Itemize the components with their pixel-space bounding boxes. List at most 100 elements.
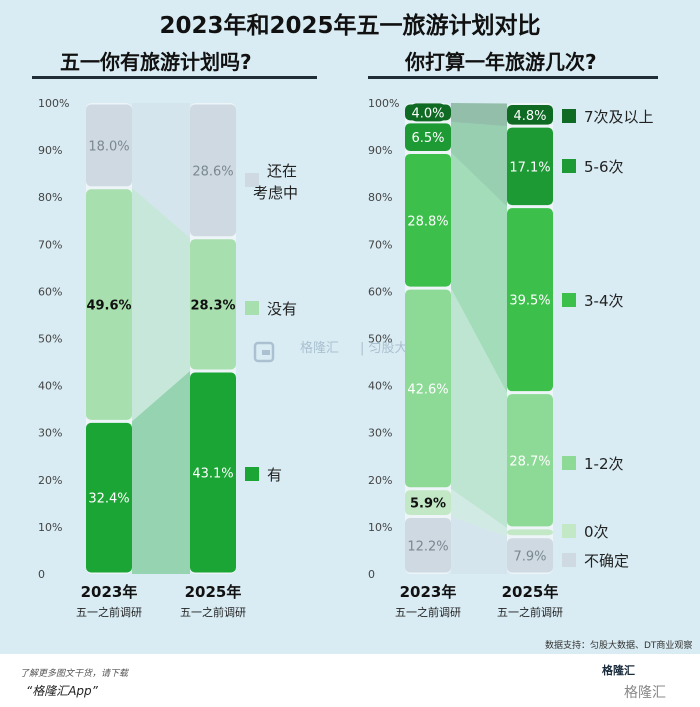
- footer-strip: [0, 654, 700, 707]
- left-ytick-label: 10%: [38, 521, 62, 534]
- left-legend-label: 没有: [267, 300, 297, 318]
- right-category-label: 2023年: [400, 583, 457, 601]
- right-category-sublabel: 五一之前调研: [395, 605, 461, 619]
- left-category-sublabel: 五一之前调研: [180, 605, 246, 619]
- right-ytick-label: 0: [368, 568, 375, 581]
- right-connector-3: [451, 288, 507, 528]
- right-legend-label: 7次及以上: [584, 108, 654, 126]
- right-ytick-label: 40%: [368, 380, 392, 393]
- left-data-label: 32.4%: [88, 492, 129, 507]
- right-connector-2: [451, 488, 507, 537]
- right-legend-swatch: [562, 293, 576, 307]
- right-bar-segment: [507, 394, 553, 527]
- right-bar-segment: [507, 538, 553, 573]
- right-ytick-label: 90%: [368, 144, 392, 157]
- right-ytick-label: 100%: [368, 97, 399, 110]
- left-ytick-label: 90%: [38, 144, 62, 157]
- left-legend-label: 还在: [267, 162, 297, 180]
- right-connector-6: [451, 103, 507, 127]
- left-legend-swatch: [245, 467, 259, 481]
- left-bar-segment: [190, 239, 236, 370]
- right-legend-swatch: [562, 159, 576, 173]
- left-ytick-label: 50%: [38, 333, 62, 346]
- right-data-label: 4.8%: [513, 109, 546, 124]
- right-label-pill: [510, 105, 550, 124]
- left-title-underline: [32, 76, 317, 79]
- right-data-label: 5.9%: [410, 497, 446, 512]
- right-category-sublabel: 五一之前调研: [497, 605, 563, 619]
- right-bar-segment: [507, 208, 553, 392]
- main-title: 2023年和2025年五一旅游计划对比: [159, 13, 541, 39]
- left-connector-1: [132, 370, 190, 574]
- left-data-label: 28.3%: [190, 298, 235, 313]
- right-legend-label: 1-2次: [584, 455, 624, 473]
- footer-tip: 了解更多图文干货，请下载: [20, 669, 129, 679]
- footer-brand-mark: 格隆汇: [624, 685, 666, 701]
- right-bar-segment: [507, 127, 553, 206]
- left-bar-segment: [190, 104, 236, 237]
- right-legend-label: 3-4次: [584, 292, 624, 310]
- right-data-label: 28.7%: [509, 454, 550, 469]
- right-legend-swatch: [562, 524, 576, 538]
- left-ytick-label: 20%: [38, 474, 62, 487]
- left-ytick-label: 30%: [38, 427, 62, 440]
- right-ytick-label: 50%: [368, 333, 392, 346]
- right-data-label: 4.0%: [411, 106, 444, 121]
- left-legend-swatch: [245, 301, 259, 315]
- left-chart-title: 五一你有旅游计划吗?: [60, 50, 252, 74]
- right-bar-segment: [405, 289, 451, 488]
- left-ytick-label: 80%: [38, 191, 62, 204]
- footer-app-name: “格隆汇App”: [26, 684, 98, 698]
- right-legend-label: 不确定: [584, 552, 629, 570]
- right-ytick-label: 10%: [368, 521, 392, 534]
- left-connector-2: [132, 187, 190, 422]
- left-chart: 0 10% 20% 30% 40% 50% 60% 70% 80% 90% 100% 32.4% 49.…: [38, 97, 298, 619]
- right-data-label: 39.5%: [509, 294, 550, 309]
- right-legend-swatch: [562, 109, 576, 123]
- left-ytick-label: 0: [38, 568, 45, 581]
- right-ytick-label: 30%: [368, 427, 392, 440]
- right-legend-swatch: [562, 553, 576, 567]
- right-ytick-label: 80%: [368, 191, 392, 204]
- watermark-logo-icon: [253, 341, 275, 363]
- right-data-label: 42.6%: [407, 382, 448, 397]
- watermark: 格隆汇 | 匀股大数据: [253, 340, 434, 363]
- right-legend-label: 0次: [584, 523, 609, 541]
- footer-brand: 格隆汇: [602, 664, 635, 677]
- left-data-label: 43.1%: [192, 466, 233, 481]
- right-data-label: 6.5%: [411, 131, 444, 146]
- right-ytick-label: 70%: [368, 238, 392, 251]
- watermark-text-1: 格隆汇: [300, 340, 339, 356]
- left-category-label: 2023年: [81, 583, 138, 601]
- source-note: 数据支持：匀股大数据、DT商业观察: [545, 641, 693, 651]
- left-bar-segment: [86, 189, 132, 420]
- left-data-label: 49.6%: [86, 299, 131, 314]
- right-data-label: 28.8%: [407, 214, 448, 229]
- left-ytick-label: 40%: [38, 380, 62, 393]
- right-legend-swatch: [562, 456, 576, 470]
- right-data-label: 17.1%: [509, 160, 550, 175]
- charts-canvas: 格隆汇 | 匀股大数据 0 10% 20% 30% 40% 50% 60% 70% 80% 90%…: [38, 97, 654, 619]
- right-data-label: 7.9%: [513, 549, 546, 564]
- right-category-label: 2025年: [502, 583, 559, 601]
- right-legend-label: 5-6次: [584, 158, 624, 176]
- right-label-pill: [408, 103, 448, 122]
- left-data-label: 28.6%: [192, 164, 233, 179]
- left-legend-label: 考虑中: [253, 184, 298, 202]
- left-ytick-label: 100%: [38, 97, 69, 110]
- left-bar-segment: [190, 372, 236, 573]
- left-legend-label: 有: [267, 466, 282, 484]
- right-bar-segment: [507, 529, 553, 536]
- left-ytick-label: 60%: [38, 285, 62, 298]
- left-data-label: 18.0%: [88, 139, 129, 154]
- right-ytick-label: 60%: [368, 285, 392, 298]
- right-connector-4: [451, 152, 507, 393]
- left-legend-swatch: [245, 173, 259, 187]
- left-category-sublabel: 五一之前调研: [76, 605, 142, 619]
- right-bar-segment: [405, 123, 451, 151]
- right-ytick-label: 20%: [368, 474, 392, 487]
- left-bar-segment: [86, 422, 132, 573]
- right-title-underline: [368, 76, 658, 79]
- right-connector-1: [451, 516, 507, 574]
